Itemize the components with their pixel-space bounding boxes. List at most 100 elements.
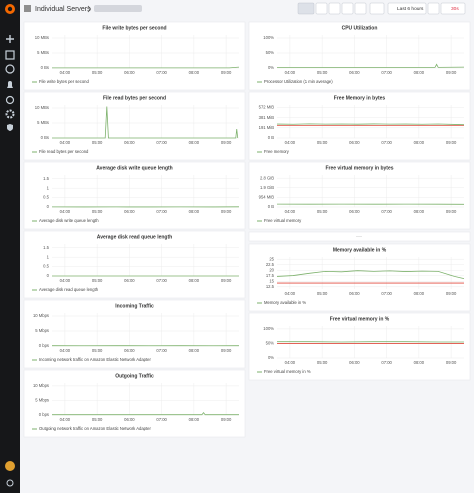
panel-title: File read bytes per second xyxy=(103,95,166,101)
y-tick-label: 954 MiB xyxy=(259,194,275,199)
explore-icon[interactable] xyxy=(5,64,15,74)
panel-title: Incoming Traffic xyxy=(115,303,154,309)
collapsed-panel[interactable] xyxy=(248,231,471,242)
panel-title: Free virtual memory in bytes xyxy=(325,165,393,171)
x-tick-label: 08:00 xyxy=(414,140,425,145)
y-tick-label: 0 xyxy=(47,204,50,209)
legend-label: Processor Utilization (1 min average) xyxy=(264,79,333,84)
time-range: Last 6 hours xyxy=(397,6,424,12)
time-picker[interactable] xyxy=(387,2,427,15)
x-tick-label: 08:00 xyxy=(189,278,200,283)
panel-title: File write bytes per second xyxy=(102,25,166,31)
zoom-button[interactable] xyxy=(427,2,440,15)
x-tick-label: 07:00 xyxy=(381,360,392,365)
x-tick-label: 06:00 xyxy=(124,209,135,214)
y-tick-label: 1 xyxy=(47,254,50,259)
y-tick-label: 5 Mbps xyxy=(35,328,49,333)
panel xyxy=(248,243,471,312)
x-tick-label: 07:00 xyxy=(381,291,392,296)
legend-label: Outgoing network traffic on Amazon Elast… xyxy=(39,426,151,431)
y-tick-label: 0 Bs xyxy=(41,65,49,70)
x-tick-label: 05:00 xyxy=(317,291,328,296)
y-tick-label: 0.5 xyxy=(43,264,49,269)
dashboards-icon[interactable] xyxy=(5,50,15,60)
x-tick-label: 06:00 xyxy=(349,209,360,214)
x-tick-label: 04:00 xyxy=(60,417,71,422)
x-tick-label: 05:00 xyxy=(92,348,103,353)
panel xyxy=(248,312,471,381)
panel-title: Memory available in % xyxy=(333,247,387,253)
y-tick-label: 100% xyxy=(263,35,274,40)
legend-label: Free virtual memory in % xyxy=(264,369,311,374)
tv-button[interactable] xyxy=(369,2,385,15)
x-tick-label: 07:00 xyxy=(381,209,392,214)
series-line xyxy=(52,106,239,139)
panel-title: Free virtual memory in % xyxy=(330,316,390,322)
settings-button[interactable] xyxy=(354,2,367,15)
panel-menu-dots[interactable]: ··· xyxy=(356,234,362,240)
x-tick-label: 04:00 xyxy=(60,348,71,353)
x-tick-label: 07:00 xyxy=(156,417,167,422)
x-tick-label: 06:00 xyxy=(349,70,360,75)
series-line xyxy=(277,63,465,68)
x-tick-label: 06:00 xyxy=(124,140,135,145)
x-tick-label: 09:00 xyxy=(446,209,457,214)
config-icon[interactable] xyxy=(5,109,15,119)
breadcrumb[interactable]: Individual Servers xyxy=(35,6,91,13)
x-tick-label: 04:00 xyxy=(60,209,71,214)
refresh-button[interactable] xyxy=(440,2,466,15)
x-tick-label: 08:00 xyxy=(189,348,200,353)
x-tick-label: 09:00 xyxy=(446,291,457,296)
x-tick-label: 06:00 xyxy=(124,417,135,422)
x-tick-label: 09:00 xyxy=(221,348,232,353)
avatar[interactable] xyxy=(5,461,15,471)
x-tick-label: 08:00 xyxy=(414,70,425,75)
legend-label: Average disk write queue length xyxy=(39,218,99,223)
x-tick-label: 06:00 xyxy=(349,140,360,145)
legend-label: File write bytes per second xyxy=(39,79,89,84)
y-tick-label: 5 MBs xyxy=(37,120,49,125)
y-tick-label: 20 xyxy=(269,267,274,272)
add-panel-button[interactable] xyxy=(297,2,315,15)
x-tick-label: 09:00 xyxy=(446,140,457,145)
y-tick-label: 0.5 xyxy=(43,195,49,200)
panel-title: Average disk read queue length xyxy=(97,234,172,240)
user-icon[interactable] xyxy=(5,95,15,105)
y-tick-label: 0% xyxy=(268,65,274,70)
x-tick-label: 04:00 xyxy=(285,209,296,214)
add-icon[interactable] xyxy=(6,35,14,43)
x-tick-label: 04:00 xyxy=(285,291,296,296)
x-tick-label: 05:00 xyxy=(92,417,103,422)
series-line xyxy=(52,412,239,416)
x-tick-label: 09:00 xyxy=(221,209,232,214)
x-tick-label: 09:00 xyxy=(221,70,232,75)
x-tick-label: 07:00 xyxy=(156,278,167,283)
x-tick-label: 04:00 xyxy=(285,70,296,75)
alerting-icon[interactable] xyxy=(7,81,13,88)
help-icon[interactable] xyxy=(6,479,14,487)
star-button[interactable] xyxy=(315,2,328,15)
blurred-name xyxy=(94,5,142,12)
logo-core xyxy=(7,6,13,12)
legend-label: Incoming network traffic on Amazon Elast… xyxy=(39,357,151,362)
y-tick-label: 100% xyxy=(263,326,274,331)
panel xyxy=(23,91,246,161)
legend-label: Free virtual memory xyxy=(264,218,302,223)
x-tick-label: 05:00 xyxy=(317,209,328,214)
share-button[interactable] xyxy=(328,2,341,15)
shield-icon[interactable] xyxy=(7,124,13,131)
y-tick-label: 1.5 xyxy=(43,176,49,181)
x-tick-label: 08:00 xyxy=(189,70,200,75)
panel xyxy=(23,230,246,299)
y-tick-label: 0 Bs xyxy=(41,135,49,140)
x-tick-label: 08:00 xyxy=(414,360,425,365)
panel-title: CPU Utilization xyxy=(342,25,378,31)
y-tick-label: 1.9 GiB xyxy=(260,185,274,190)
y-tick-label: 0 B xyxy=(268,135,274,140)
x-tick-label: 09:00 xyxy=(221,140,232,145)
save-button[interactable] xyxy=(341,2,354,15)
y-tick-label: 381 MiB xyxy=(259,115,275,120)
x-tick-label: 07:00 xyxy=(156,140,167,145)
y-tick-label: 10 MBs xyxy=(35,105,49,110)
